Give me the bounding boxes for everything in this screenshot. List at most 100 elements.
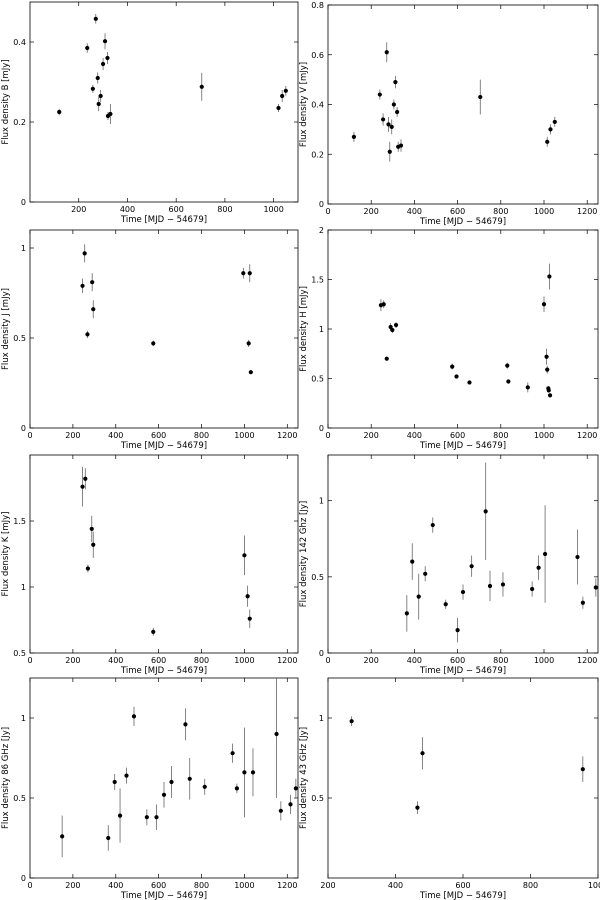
data-point — [154, 815, 159, 820]
data-point — [416, 594, 421, 599]
data-point — [393, 80, 398, 85]
y-axis-label: Flux density 86 GHz [Jy] — [1, 727, 11, 829]
data-point — [108, 111, 113, 117]
y-tick-label: 0.4 — [311, 101, 324, 110]
data-point — [96, 101, 101, 107]
x-tick-label: 1200 — [577, 431, 597, 440]
x-tick-label: 1000 — [234, 656, 254, 665]
data-point — [349, 719, 354, 724]
data-point — [131, 714, 137, 719]
data-point — [247, 616, 252, 621]
x-tick-label: 600 — [151, 656, 166, 665]
y-tick-label: 1.5 — [13, 517, 26, 526]
data-point — [278, 808, 283, 813]
data-point — [544, 354, 549, 359]
x-tick-label: 200 — [320, 881, 335, 890]
data-point — [443, 602, 448, 607]
data-point — [541, 302, 547, 307]
data-point — [283, 88, 288, 93]
y-axis-label: Flux density B [mJy] — [1, 59, 11, 144]
chart-panel-1: 200 400 600 800 1000 0 0.2 0.4 Time [MJD − 54679… — [1, 1, 299, 225]
x-tick-label: 200 — [65, 656, 80, 665]
y-tick-label: 0.5 — [311, 375, 324, 384]
data-point — [124, 773, 129, 778]
data-point — [391, 102, 396, 107]
y-axis-label: Flux density V [mJy] — [299, 62, 309, 147]
data-point — [530, 586, 535, 592]
x-tick-label: 800 — [493, 207, 508, 216]
data-point — [536, 565, 541, 570]
data-point — [91, 542, 96, 547]
plot-frame — [29, 454, 299, 654]
x-tick-label: 1200 — [277, 431, 297, 440]
data-point — [106, 835, 111, 841]
data-point — [548, 127, 553, 132]
data-point — [389, 124, 394, 129]
plot-frame — [29, 1, 299, 203]
data-point — [593, 585, 598, 590]
data-point — [246, 341, 251, 346]
x-tick-label: 0 — [27, 881, 32, 890]
x-axis-label: Time [MJD − 54679] — [120, 891, 207, 900]
data-point — [89, 526, 94, 532]
data-point — [98, 93, 103, 99]
data-point — [293, 786, 298, 791]
x-tick-label: 600 — [450, 431, 465, 440]
x-tick-label: 0 — [325, 431, 330, 440]
data-point — [386, 122, 391, 127]
x-axis-label: Time [MJD − 54679] — [120, 441, 207, 451]
data-point — [580, 767, 585, 772]
x-tick-label: 1000 — [588, 881, 600, 890]
x-axis-label: Time [MJD − 54679] — [419, 217, 506, 227]
data-point — [580, 600, 585, 605]
y-tick-label: 0.4 — [13, 38, 26, 47]
x-axis-label: Time [MJD − 54679] — [120, 666, 207, 676]
data-point — [161, 792, 167, 797]
data-point — [423, 571, 428, 576]
y-tick-label: 0 — [21, 424, 26, 433]
data-point — [288, 802, 293, 807]
data-point — [199, 84, 204, 89]
chart-panel-3: 0 200 400 600 800 1000 1200 0 0.5 1 Time [MJD − 54… — [1, 229, 299, 451]
data-point — [377, 92, 382, 97]
data-point — [398, 143, 404, 148]
y-tick-label: 0.5 — [13, 794, 26, 803]
x-tick-label: 800 — [523, 881, 538, 890]
data-point — [390, 327, 395, 333]
data-point — [280, 93, 285, 99]
data-point — [105, 55, 110, 61]
x-axis-label: Time [MJD − 54679] — [419, 666, 506, 676]
x-tick-label: 400 — [108, 881, 123, 890]
data-point — [455, 628, 460, 633]
data-point — [247, 271, 252, 276]
x-tick-label: 600 — [151, 881, 166, 890]
x-tick-label: 1000 — [534, 656, 554, 665]
x-axis-label: Time [MJD − 54679] — [120, 215, 207, 225]
data-point — [250, 770, 256, 775]
data-point — [430, 522, 435, 528]
data-point — [57, 109, 62, 115]
chart-panel-2: 0 200 400 600 800 1000 1200 0 0.2 0.4 0.6 0.8 Time [… — [299, 1, 599, 227]
x-tick-label: 200 — [364, 431, 379, 440]
data-point — [276, 105, 281, 111]
data-point — [80, 283, 85, 288]
data-point — [500, 582, 506, 587]
chart-panel-7: 0 200 400 600 800 1000 1200 0 0.5 1 Time [MJD − 54… — [1, 677, 299, 900]
x-tick-label: 200 — [364, 207, 379, 216]
x-tick-label: 600 — [450, 207, 465, 216]
x-tick-label: 800 — [493, 656, 508, 665]
data-point — [351, 134, 357, 139]
y-tick-label: 0.5 — [13, 334, 26, 343]
x-tick-label: 400 — [108, 431, 123, 440]
x-tick-label: 200 — [65, 881, 80, 890]
x-tick-label: 0 — [27, 656, 32, 665]
data-point — [552, 119, 557, 125]
x-tick-label: 1200 — [577, 656, 597, 665]
data-point — [85, 332, 90, 337]
y-tick-label: 0 — [21, 198, 26, 207]
chart-panel-5: 0 200 400 600 800 1000 1200 0.5 1 1.5 Time [MJD − … — [1, 454, 299, 676]
data-point — [469, 564, 474, 569]
chart-panel-6: 0 200 400 600 800 1000 1200 0 0.5 1 Time [MJD − 54… — [299, 454, 599, 676]
x-tick-label: 1200 — [277, 881, 297, 890]
